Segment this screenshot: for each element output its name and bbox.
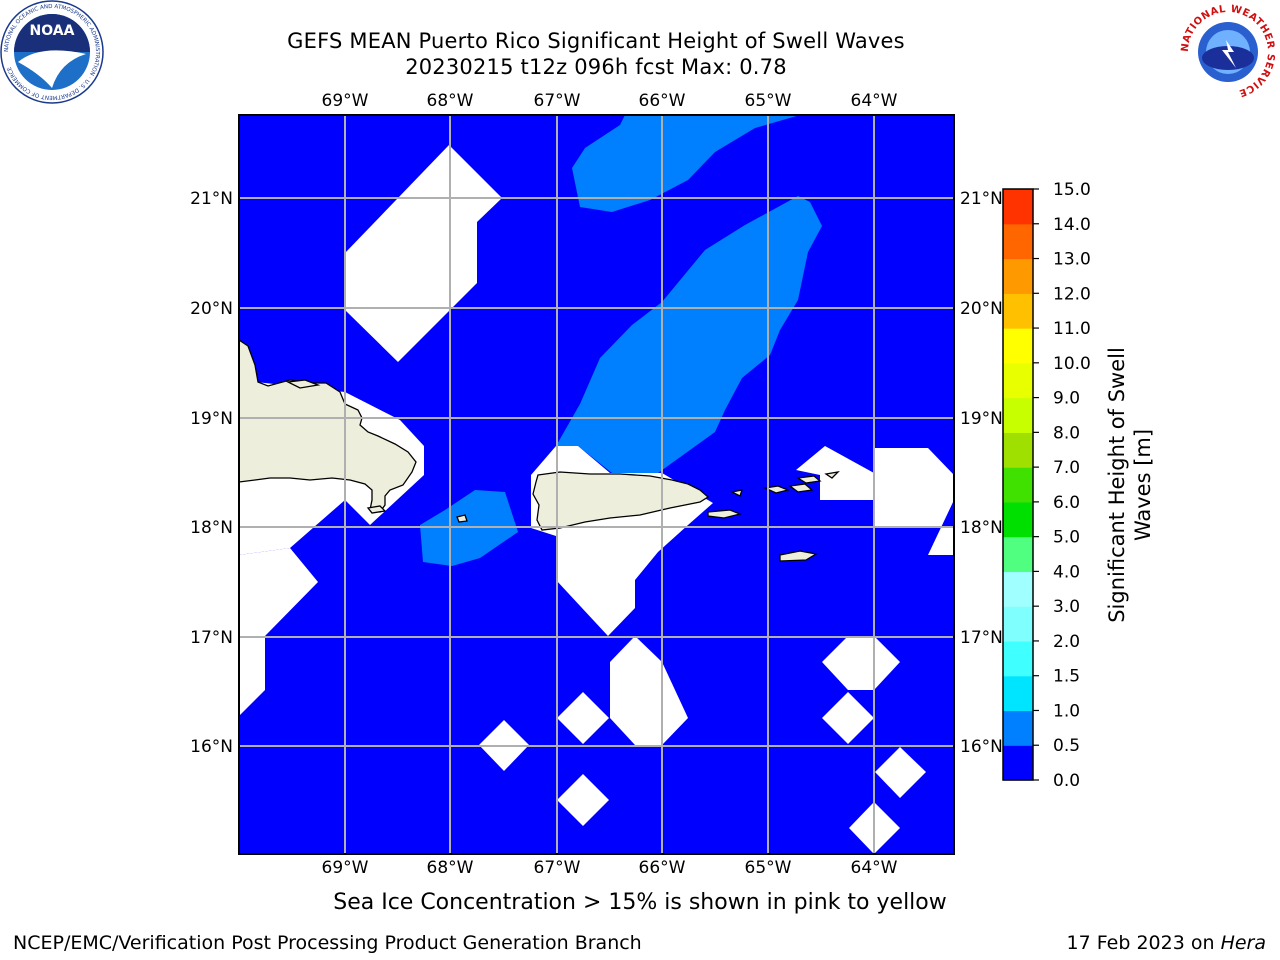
colorbar-tick-label: 11.0: [1053, 319, 1091, 339]
lat-label-left: 21°N: [190, 189, 233, 209]
no-data-area-3: [875, 747, 926, 798]
colorbar-tick-label: 0.5: [1053, 736, 1080, 756]
colorbar-bin: [1003, 223, 1033, 260]
colorbar-bin: [1003, 675, 1033, 712]
lat-label-right: 17°N: [960, 628, 1003, 648]
nws-logo: NATIONAL WEATHER SERVICE: [1178, 2, 1278, 102]
chart-subtitle: 20230215 t12z 096h fcst Max: 0.78: [405, 55, 787, 79]
colorbar-tick-label: 7.0: [1053, 458, 1080, 478]
lon-label-top: 65°W: [745, 91, 792, 111]
colorbar-bin: [1003, 606, 1033, 642]
colorbar-bin: [1003, 328, 1033, 364]
colorbar-bin: [1003, 571, 1033, 607]
colorbar-tick-label: 5.0: [1053, 528, 1080, 548]
lon-label-top: 67°W: [534, 91, 581, 111]
date-text: 17 Feb 2023 on: [1066, 932, 1215, 954]
colorbar-bin: [1003, 189, 1033, 225]
colorbar-tick-label: 1.0: [1053, 701, 1080, 721]
date-host: Hera: [1220, 932, 1266, 954]
lat-label-right: 21°N: [960, 189, 1003, 209]
tortuga: [285, 379, 321, 389]
map-grid: [239, 115, 954, 854]
lon-label-top: 66°W: [639, 91, 686, 111]
lat-label-left: 17°N: [190, 628, 233, 648]
colorbar-bin: [1003, 501, 1033, 538]
st-croix: [779, 550, 818, 562]
colorbar-bin: [1003, 640, 1033, 677]
colorbar-tick-label: 15.0: [1053, 180, 1091, 200]
lon-label-top: 69°W: [322, 91, 369, 111]
date-stamp: 17 Feb 2023 on Hera: [1067, 932, 1266, 954]
lat-label-left: 20°N: [190, 299, 233, 319]
colorbar-tick-label: 2.0: [1053, 632, 1080, 652]
map-frame: [238, 114, 955, 855]
sea-ice-footnote: Sea Ice Concentration > 15% is shown in …: [0, 892, 1280, 914]
colorbar-tick-label: 9.0: [1053, 389, 1080, 409]
colorbar-bin: [1003, 710, 1033, 746]
noaa-logo: NATIONAL OCEANIC AND ATMOSPHERIC ADMINIS…: [0, 0, 104, 104]
lat-label-left: 18°N: [190, 518, 233, 538]
lat-label-right: 18°N: [960, 518, 1003, 538]
footnote-text: Sea Ice Concentration > 15% is shown in …: [333, 890, 947, 915]
colorbar-tick-label: 0.0: [1053, 771, 1080, 791]
colorbar-tick-label: 4.0: [1053, 562, 1080, 582]
colorbar-bin: [1003, 432, 1033, 468]
lon-label-bottom: 67°W: [534, 858, 581, 878]
vieques: [707, 509, 743, 519]
colorbar-tick-label: 1.5: [1053, 667, 1080, 687]
colorbar-bin: [1003, 467, 1033, 503]
colorbar-bin: [1003, 258, 1033, 294]
st-thomas: [762, 485, 791, 494]
no-data-area-2: [822, 692, 874, 744]
swell-region-north: [572, 115, 800, 212]
colorbar-label-line1: Significant Height of Swell: [1105, 347, 1129, 623]
swell-region-central: [556, 196, 822, 473]
colorbar-tick-label: 3.0: [1053, 597, 1080, 617]
lon-label-bottom: 68°W: [427, 858, 474, 878]
no-data-area-5: [610, 636, 688, 745]
colorbar-bin: [1003, 293, 1033, 329]
anegada: [824, 471, 840, 479]
colorbar-bin: [1003, 536, 1033, 573]
colorbar-bin: [1003, 397, 1033, 433]
lon-label-top: 64°W: [851, 91, 898, 111]
noaa-logo-text: NOAA: [30, 23, 75, 39]
no-data-area-1: [822, 636, 900, 690]
tortola: [796, 475, 822, 484]
colorbar-tick-label: 6.0: [1053, 493, 1080, 513]
colorbar-label-line2: Waves [m]: [1131, 429, 1155, 541]
lon-label-bottom: 66°W: [639, 858, 686, 878]
no-data-area-8: [557, 774, 609, 826]
lon-label-bottom: 69°W: [322, 858, 369, 878]
colorbar: [1002, 188, 1034, 781]
mona-island: [456, 514, 468, 523]
no-data-area-6: [557, 692, 609, 744]
credit-line: NCEP/EMC/Verification Post Processing Pr…: [13, 932, 642, 954]
lon-label-bottom: 65°W: [745, 858, 792, 878]
colorbar-bin: [1003, 362, 1033, 399]
st-john: [788, 483, 814, 493]
colorbar-frame: [1002, 188, 1034, 781]
lon-label-bottom: 64°W: [851, 858, 898, 878]
lat-label-right: 20°N: [960, 299, 1003, 319]
colorbar-bin: [1003, 745, 1033, 781]
colorbar-tick-label: 10.0: [1053, 354, 1091, 374]
saona: [366, 505, 387, 514]
no-data-west-lower: [239, 548, 318, 716]
colorbar-tick-label: 8.0: [1053, 423, 1080, 443]
puerto-rico-island: [532, 471, 710, 531]
lon-label-top: 68°W: [427, 91, 474, 111]
lat-label-left: 16°N: [190, 737, 233, 757]
lat-label-right: 16°N: [960, 737, 1003, 757]
lat-label-right: 19°N: [960, 409, 1003, 429]
desecheo: [730, 489, 743, 497]
colorbar-tick-label: 12.0: [1053, 284, 1091, 304]
lat-label-left: 19°N: [190, 409, 233, 429]
colorbar-tick-label: 13.0: [1053, 250, 1091, 270]
chart-title: GEFS MEAN Puerto Rico Significant Height…: [287, 29, 905, 53]
colorbar-tick-label: 14.0: [1053, 215, 1091, 235]
